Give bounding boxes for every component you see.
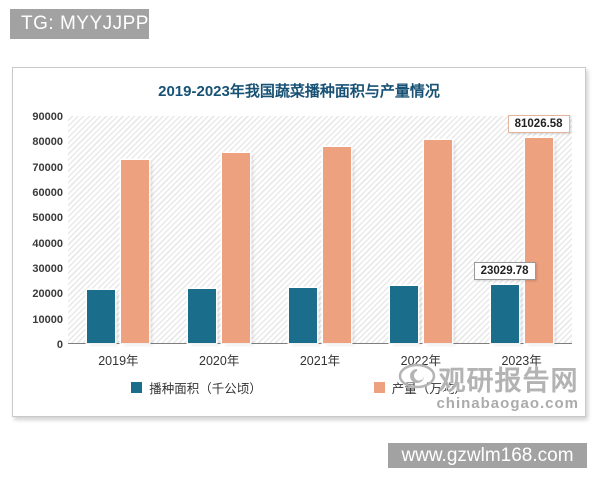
bar-area-2023年 bbox=[490, 284, 519, 343]
legend-label: 播种面积（千公顷） bbox=[149, 382, 262, 396]
bar-output-2020年 bbox=[222, 153, 251, 343]
watermark-domain: chinabaogao.com bbox=[436, 395, 579, 412]
y-tick-label: 20000 bbox=[32, 288, 63, 301]
y-tick-label: 30000 bbox=[32, 263, 63, 275]
bar-area-2022年 bbox=[389, 286, 418, 343]
data-label: 23029.78 bbox=[473, 261, 536, 280]
y-tick-label: 60000 bbox=[32, 187, 63, 199]
bar-output-2021年 bbox=[323, 146, 351, 343]
data-label: 81026.58 bbox=[507, 114, 570, 133]
y-tick-label: 80000 bbox=[32, 136, 63, 149]
website-banner: www.gzwlm168.com bbox=[388, 443, 587, 468]
x-tick-label: 2022年 bbox=[400, 354, 441, 368]
y-tick-label: 10000 bbox=[32, 313, 63, 326]
legend: 播种面积（千公顷） 产量（万吨） bbox=[13, 378, 585, 397]
x-tick-label: 2023年 bbox=[501, 354, 542, 368]
legend-item: 播种面积（千公顷） bbox=[131, 378, 262, 397]
x-tick-label: 2021年 bbox=[299, 354, 341, 368]
bar-output-2019年 bbox=[121, 160, 150, 343]
legend-item: 产量（万吨） bbox=[373, 378, 467, 397]
y-tick-label: 40000 bbox=[32, 237, 63, 250]
y-tick-label: 90000 bbox=[32, 111, 63, 123]
y-axis: 0 10000 20000 30000 40000 50000 60000 70000 8000… bbox=[13, 111, 63, 351]
chart-container: 2019-2023年我国蔬菜播种面积与产量情况 0 10000 20000 30000… bbox=[12, 67, 586, 417]
legend-label: 产量（万吨） bbox=[391, 382, 467, 396]
plot-area: 81026.58 23029.78 bbox=[68, 114, 572, 344]
x-tick-label: 2020年 bbox=[199, 354, 240, 368]
telegram-contact-banner: TG: MYYJJPP bbox=[10, 9, 149, 39]
telegram-contact-text: TG: MYYJJPP bbox=[21, 13, 149, 34]
legend-swatch bbox=[373, 382, 385, 393]
bar-area-2020年 bbox=[188, 288, 217, 343]
bar-output-2023年 bbox=[524, 137, 553, 343]
website-banner-text: www.gzwlm168.com bbox=[401, 444, 574, 466]
bar-area-2021年 bbox=[289, 287, 317, 343]
y-tick-label: 70000 bbox=[32, 161, 63, 174]
bar-output-2022年 bbox=[423, 140, 452, 343]
y-tick-label: 0 bbox=[56, 339, 63, 351]
bar-area-2019年 bbox=[87, 290, 116, 343]
x-axis: 2019年 2020年 2021年 2022年 2023年 bbox=[68, 350, 572, 368]
x-tick-label: 2019年 bbox=[98, 354, 139, 368]
y-tick-label: 50000 bbox=[32, 212, 63, 225]
chart-title: 2019-2023年我国蔬菜播种面积与产量情况 bbox=[158, 83, 440, 100]
legend-swatch bbox=[131, 382, 143, 393]
